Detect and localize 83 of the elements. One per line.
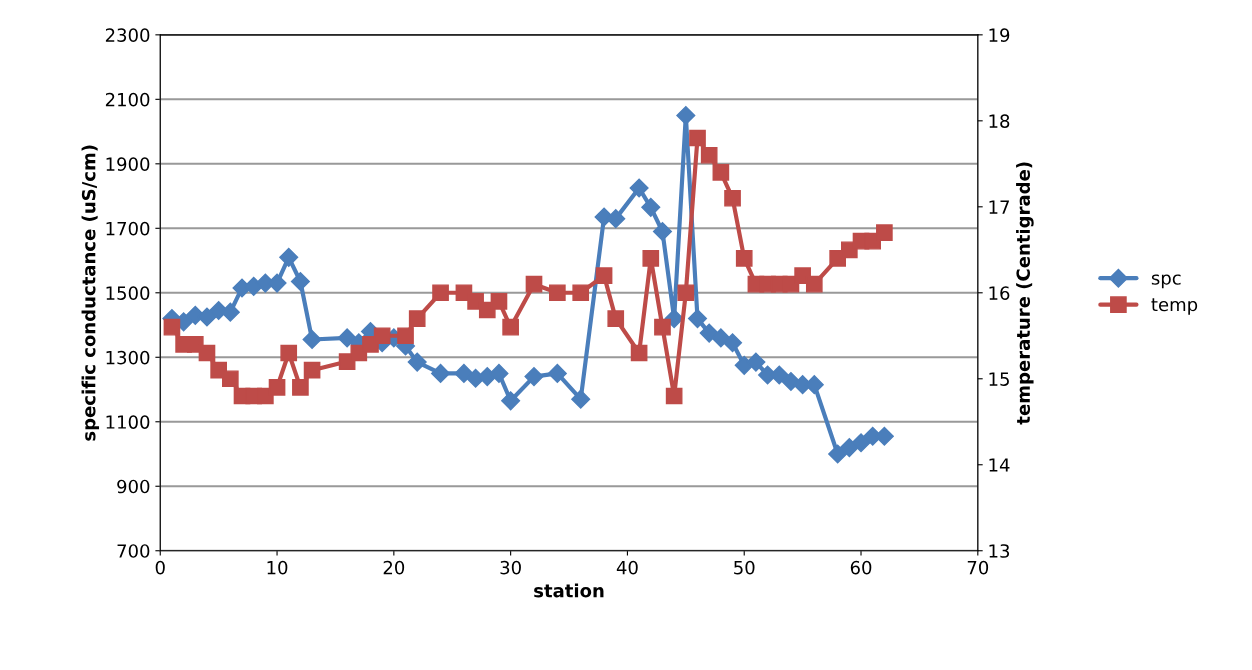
y-axis-title: specific conductance (uS/cm)	[81, 145, 100, 441]
point	[454, 363, 474, 383]
point	[163, 318, 181, 336]
point	[723, 333, 743, 353]
point	[502, 318, 519, 336]
legend-label: spc	[1151, 274, 1181, 289]
point	[490, 293, 508, 310]
x-tick-label: 50	[734, 560, 755, 575]
point	[746, 352, 766, 372]
point	[687, 309, 708, 329]
y-tick-label: 1700	[106, 221, 150, 236]
point	[198, 344, 216, 362]
point	[221, 370, 239, 388]
legend-label: temp	[1151, 298, 1198, 315]
x-axis-title: station	[534, 583, 604, 598]
point	[268, 379, 286, 396]
point	[712, 164, 730, 181]
point	[676, 105, 696, 125]
point	[571, 389, 591, 409]
point	[629, 178, 649, 198]
x-tick-label: 10	[267, 560, 288, 575]
point	[735, 250, 753, 267]
y-tick-label: 2100	[105, 92, 150, 107]
point	[572, 284, 590, 302]
x-tick-label: 70	[967, 560, 989, 575]
point	[595, 267, 613, 284]
y-tick-label: 1300	[106, 350, 150, 365]
point	[641, 197, 661, 217]
point	[828, 444, 848, 464]
point	[549, 284, 566, 302]
point	[805, 275, 823, 293]
y2-tick-label: 14	[989, 458, 1010, 472]
point	[397, 327, 414, 345]
point	[279, 247, 299, 267]
point	[303, 361, 321, 379]
point	[876, 224, 893, 241]
point	[654, 318, 671, 336]
x-tick-label: 0	[155, 560, 165, 575]
y-tick-label: 900	[117, 479, 150, 494]
y2-tick-label: 16	[989, 286, 1010, 300]
point	[408, 310, 426, 327]
point	[652, 221, 673, 242]
point	[630, 344, 648, 362]
point	[373, 327, 391, 345]
point	[407, 352, 427, 372]
point	[781, 371, 801, 391]
point	[489, 363, 509, 383]
y2-tick-label: 15	[989, 372, 1009, 386]
point	[547, 363, 567, 383]
y2-tick-label: 18	[989, 114, 1010, 128]
x-tick-label: 60	[850, 560, 872, 575]
y2-tick-label: 17	[989, 200, 1009, 214]
x-tick-label: 30	[500, 560, 521, 575]
point	[607, 310, 625, 327]
point	[290, 271, 310, 292]
point	[280, 344, 298, 362]
y2-tick-label: 19	[989, 28, 1010, 42]
point	[302, 330, 322, 350]
point	[220, 302, 240, 322]
y-tick-label: 1500	[106, 286, 150, 300]
point	[431, 363, 451, 383]
y-tick-label: 1900	[106, 157, 150, 171]
point	[724, 189, 741, 207]
y-tick-label: 1100	[106, 415, 150, 429]
point	[677, 284, 695, 302]
point	[689, 129, 706, 147]
x-tick-label: 20	[383, 560, 405, 575]
point	[700, 146, 718, 164]
y-tick-label: 700	[117, 544, 150, 558]
point	[432, 284, 449, 302]
point	[501, 391, 521, 411]
point	[525, 275, 543, 293]
point	[642, 250, 660, 267]
point	[524, 367, 544, 387]
point	[606, 209, 626, 229]
y2-tick-label: 13	[989, 544, 1010, 558]
point	[197, 307, 217, 327]
point	[851, 433, 871, 453]
x-tick-label: 40	[616, 560, 638, 575]
y-tick-label: 2300	[105, 28, 150, 42]
point	[292, 379, 309, 396]
point	[665, 387, 683, 405]
y2-axis-title: temperature (Centigrade)	[1016, 162, 1034, 425]
